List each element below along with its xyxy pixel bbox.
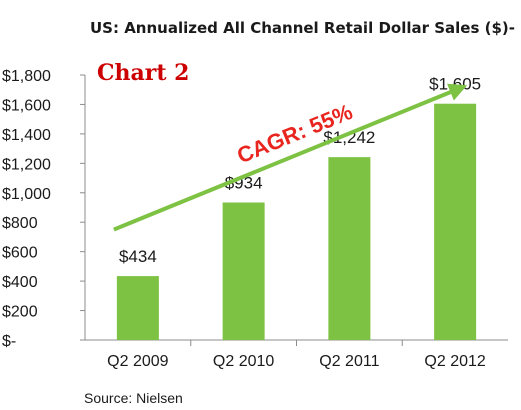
y-tick-label: $- (2, 333, 16, 350)
chart-title: US: Annualized All Channel Retail Dollar… (90, 19, 515, 37)
data-label: $934 (225, 173, 263, 192)
data-label: $434 (119, 247, 157, 266)
y-tick-label: $800 (2, 215, 38, 232)
y-tick-label: $400 (2, 274, 38, 291)
trend-arrow (113, 83, 468, 232)
x-tick-label: Q2 2009 (107, 353, 168, 370)
bar-q2-2009 (116, 276, 159, 340)
x-axis-ticks: Q2 2009 Q2 2010 Q2 2011 Q2 2012 (107, 340, 486, 370)
bars (116, 103, 477, 340)
data-label: $1,242 (323, 128, 375, 147)
x-tick-label: Q2 2011 (319, 353, 379, 370)
y-tick-label: $1,000 (2, 186, 51, 203)
data-labels: $434 $934 $1,242 $1,605 (119, 75, 481, 266)
trend-arrow-head (447, 83, 468, 101)
y-tick-label: $1,600 (2, 97, 51, 114)
y-tick-label: $600 (2, 245, 38, 262)
y-axis-ticks: $- $200 $400 $600 $800 $1,000 $1,200 $1,400 $1,6… (2, 68, 85, 350)
y-tick-label: $200 (2, 304, 38, 321)
y-tick-label: $1,800 (2, 68, 51, 85)
y-tick-label: $1,200 (2, 156, 51, 173)
bar-q2-2012 (434, 103, 477, 340)
data-label: $1,605 (429, 75, 481, 94)
bar-q2-2011 (328, 157, 371, 340)
y-tick-label: $1,400 (2, 127, 51, 144)
x-tick-label: Q2 2010 (213, 353, 274, 370)
bar-q2-2010 (222, 202, 265, 340)
trend-arrow-shaft (113, 90, 452, 232)
chart-label: Chart 2 (97, 60, 189, 86)
source-note: Source: Nielsen (84, 390, 183, 406)
x-tick-label: Q2 2012 (424, 353, 485, 370)
